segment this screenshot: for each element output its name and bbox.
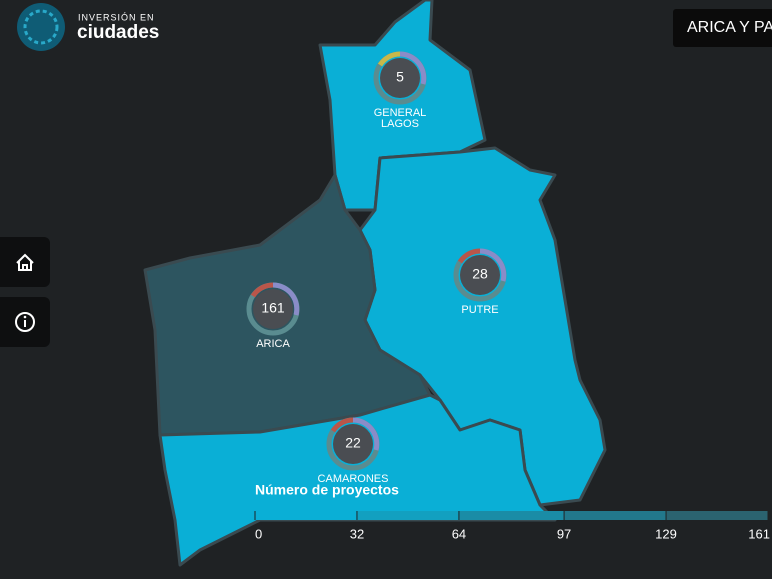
donut-segment <box>330 417 354 433</box>
bubble <box>253 289 293 329</box>
bubble-count: 28 <box>472 266 488 282</box>
legend-tick-label: 129 <box>655 526 677 541</box>
commune-label: PUTRE <box>461 304 498 316</box>
legend-tick-label: 32 <box>350 526 364 541</box>
donut-segment <box>352 417 380 451</box>
logo-bottom: ciudades <box>77 22 159 43</box>
donut-segment <box>272 282 300 316</box>
bubble <box>333 424 373 464</box>
logo[interactable]: INVERSIÓN EN ciudades <box>17 3 159 51</box>
legend-tick-label: 64 <box>452 526 466 541</box>
legend-segment <box>458 511 565 520</box>
legend-segment <box>666 511 768 520</box>
legend-segment <box>564 511 667 520</box>
legend-segment <box>356 511 459 520</box>
donut-segment <box>377 51 401 67</box>
commune-label: GENERAL <box>374 107 427 119</box>
donut-segment <box>250 282 274 298</box>
region-button[interactable]: ARICA Y PA <box>673 9 772 47</box>
donut-segment <box>457 248 481 264</box>
logo-top: INVERSIÓN EN <box>78 12 155 22</box>
legend-title: Número de proyectos <box>255 482 399 498</box>
bubble <box>460 255 500 295</box>
commune-label: LAGOS <box>381 118 419 130</box>
donut-segment <box>479 248 507 282</box>
commune-label: ARICA <box>256 338 290 350</box>
commune-label: CAMARONES <box>318 473 389 485</box>
bubble-count: 5 <box>396 69 404 85</box>
bubble-count: 161 <box>261 300 285 316</box>
legend-tick-label: 0 <box>255 526 262 541</box>
info-icon <box>15 312 35 332</box>
logo-icon <box>23 9 59 45</box>
bubble-count: 22 <box>345 435 361 451</box>
legend-segment <box>255 511 357 520</box>
bubble <box>380 58 420 98</box>
legend-tick-label: 97 <box>557 526 571 541</box>
home-button[interactable] <box>0 237 50 287</box>
info-button[interactable] <box>0 297 50 347</box>
legend-tick-label: 161 <box>748 526 770 541</box>
donut-segment <box>399 51 427 85</box>
home-icon <box>16 253 34 271</box>
